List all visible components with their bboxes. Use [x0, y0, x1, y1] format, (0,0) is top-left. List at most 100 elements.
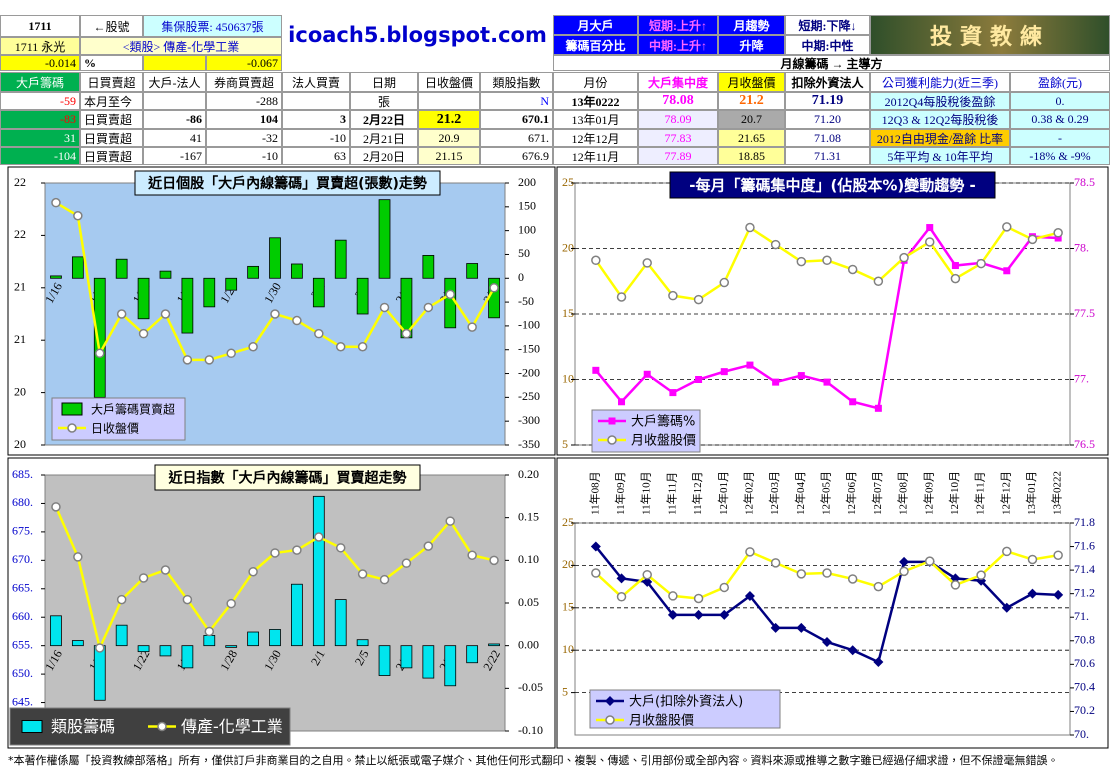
point — [976, 570, 986, 580]
bar — [50, 615, 62, 647]
x-tick-label: 11年08月 — [587, 471, 601, 515]
bar — [444, 277, 457, 329]
point — [951, 262, 959, 270]
table-cell: 78.09 — [638, 110, 718, 129]
point — [51, 197, 61, 208]
site: icoach5.blogspot.com — [282, 15, 553, 55]
table-cell: 676.9 — [480, 147, 553, 165]
point — [849, 398, 857, 406]
point — [445, 516, 455, 526]
ratio: -0.067 — [206, 55, 282, 71]
bar — [181, 645, 194, 669]
point — [592, 366, 600, 374]
point — [796, 256, 807, 267]
point — [467, 550, 477, 560]
table-cell: 18.85 — [718, 147, 785, 165]
bar — [115, 624, 128, 647]
bar — [225, 277, 238, 291]
point — [607, 435, 617, 445]
sector: <類股> 傳產-化學工業 — [80, 37, 282, 55]
bar — [93, 645, 106, 701]
chart-title: -每月「籌碼集中度」(佔股本%)變動趨勢 - — [689, 177, 975, 195]
point — [950, 273, 961, 284]
table-cell: -10 — [206, 147, 282, 165]
point — [618, 398, 626, 406]
point — [605, 696, 615, 706]
point — [292, 315, 302, 326]
column-header: 大戶籌碼 — [0, 72, 80, 92]
table-cell: 12年11月 — [553, 147, 638, 165]
point — [160, 309, 171, 319]
point — [590, 541, 601, 552]
y-tick-label: 76.5 — [1074, 437, 1095, 451]
table-cell: 2月22日 — [350, 110, 418, 129]
table-cell: -10 — [282, 129, 350, 147]
y-tick-label: 71. — [1074, 609, 1089, 623]
point — [489, 555, 499, 566]
point — [182, 355, 193, 365]
table-cell: 12Q3 & 12Q2每股稅後 — [870, 110, 1010, 129]
x-tick-label: 11年11月 — [664, 472, 678, 515]
ratio: -0.014 — [0, 55, 80, 71]
x-tick-label: 12年06月 — [844, 471, 858, 515]
bar — [115, 258, 128, 279]
table-cell: 77.89 — [638, 147, 718, 165]
bar — [203, 277, 216, 308]
table-cell: 13年01月 — [553, 110, 638, 129]
table-cell: 71.08 — [785, 129, 870, 147]
y-tick-label: 78. — [1074, 240, 1089, 254]
point — [1053, 228, 1063, 238]
point — [401, 558, 412, 568]
point — [423, 302, 434, 313]
point — [591, 255, 601, 266]
point — [357, 569, 368, 579]
y-tick-label: 10 — [562, 642, 574, 656]
point — [445, 289, 455, 300]
bar — [159, 645, 172, 657]
point — [591, 568, 601, 578]
point — [248, 566, 258, 577]
point — [772, 378, 780, 386]
bar — [181, 277, 194, 334]
bar — [466, 645, 479, 664]
y-tick-label: 20 — [14, 437, 26, 451]
point — [182, 594, 193, 605]
point — [643, 370, 651, 378]
table-cell: 0. — [1010, 92, 1110, 110]
point — [51, 502, 61, 512]
y-tick-label: -0.10 — [518, 723, 543, 737]
point — [924, 556, 935, 566]
y-tick-label: 5 — [562, 437, 568, 451]
title-box — [134, 170, 441, 196]
x-tick-label: 12年10月 — [947, 471, 961, 515]
legend-swatch — [61, 402, 83, 416]
bar — [378, 645, 391, 676]
x-tick-label: 12年04月 — [793, 471, 807, 515]
x-tick-label: 12年05月 — [819, 471, 833, 515]
x-tick-label: 2/5 — [352, 648, 372, 668]
point — [770, 558, 781, 568]
point — [95, 643, 105, 653]
table-cell: 21.65 — [718, 129, 785, 147]
point — [719, 582, 730, 593]
y-tick-label: 22 — [14, 175, 26, 189]
point — [976, 258, 986, 269]
y-tick-label: 70.2 — [1074, 703, 1095, 717]
bar — [356, 639, 369, 647]
point — [899, 252, 909, 263]
y-tick-label: 670. — [12, 552, 33, 566]
point — [138, 328, 149, 339]
y-tick-label: 50 — [518, 246, 530, 260]
point — [719, 277, 730, 288]
column-header: 月份 — [553, 72, 638, 92]
point — [693, 294, 704, 305]
legend-box — [589, 689, 781, 729]
x-tick-label: 12年03月 — [767, 471, 781, 515]
bar — [488, 643, 500, 647]
y-tick-label: 650. — [12, 666, 33, 680]
legend-label: 大戶籌碼買賣超 — [91, 402, 175, 417]
bar — [269, 237, 281, 279]
stock-name: 1711 永光 — [0, 37, 80, 55]
point — [1027, 588, 1038, 599]
